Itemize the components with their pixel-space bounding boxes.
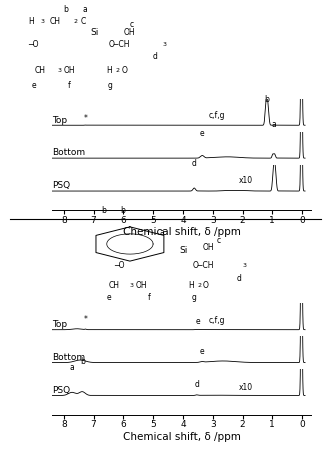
Text: OH: OH bbox=[135, 281, 147, 290]
Text: CH: CH bbox=[50, 16, 61, 25]
Text: 2: 2 bbox=[116, 68, 120, 73]
Text: x10: x10 bbox=[238, 383, 252, 392]
Text: *: * bbox=[84, 315, 88, 324]
Text: ─O: ─O bbox=[29, 40, 39, 49]
Text: Bottom: Bottom bbox=[52, 149, 86, 157]
Text: a: a bbox=[70, 362, 75, 372]
Text: b: b bbox=[101, 206, 106, 215]
Text: a: a bbox=[160, 228, 164, 237]
Text: ─O: ─O bbox=[114, 261, 124, 270]
Text: d: d bbox=[192, 159, 197, 168]
Text: d: d bbox=[236, 274, 241, 282]
Text: 2: 2 bbox=[73, 18, 77, 24]
Text: H: H bbox=[106, 66, 112, 75]
Text: PSQ: PSQ bbox=[52, 181, 71, 190]
Text: c: c bbox=[130, 20, 133, 29]
Text: b: b bbox=[81, 357, 86, 366]
Text: d: d bbox=[152, 52, 157, 61]
Text: a: a bbox=[272, 120, 276, 129]
Text: b: b bbox=[264, 94, 269, 104]
Text: 3: 3 bbox=[58, 68, 62, 73]
Text: OH: OH bbox=[203, 243, 214, 252]
Text: b: b bbox=[63, 5, 68, 14]
Text: PSQ: PSQ bbox=[52, 386, 71, 395]
Text: CH: CH bbox=[109, 281, 120, 290]
Text: c: c bbox=[217, 236, 221, 245]
Text: c,f,g: c,f,g bbox=[209, 111, 226, 120]
Text: g: g bbox=[108, 81, 113, 90]
Text: OH: OH bbox=[64, 66, 75, 75]
Text: Top: Top bbox=[52, 116, 68, 125]
Text: O: O bbox=[203, 281, 209, 290]
Text: 3: 3 bbox=[130, 283, 134, 288]
Text: 2: 2 bbox=[198, 283, 202, 288]
Text: x10: x10 bbox=[238, 176, 252, 185]
Text: Si: Si bbox=[179, 246, 188, 255]
Text: 3: 3 bbox=[242, 263, 246, 268]
Text: d: d bbox=[195, 380, 200, 389]
Text: O─CH: O─CH bbox=[108, 40, 130, 49]
Text: 3: 3 bbox=[40, 18, 44, 24]
Text: Top: Top bbox=[52, 320, 68, 329]
Text: C: C bbox=[81, 16, 86, 25]
Text: H: H bbox=[29, 16, 34, 25]
Text: Si: Si bbox=[90, 28, 99, 37]
X-axis label: Chemical shift, δ /ppm: Chemical shift, δ /ppm bbox=[122, 432, 240, 442]
Text: e: e bbox=[200, 129, 205, 138]
Text: e: e bbox=[32, 81, 37, 90]
Text: c,f,g: c,f,g bbox=[209, 316, 226, 325]
X-axis label: Chemical shift, δ /ppm: Chemical shift, δ /ppm bbox=[122, 227, 240, 237]
Text: O─CH: O─CH bbox=[192, 261, 214, 270]
Text: a: a bbox=[83, 5, 87, 14]
Text: Bottom: Bottom bbox=[52, 353, 86, 362]
Text: e: e bbox=[106, 293, 111, 302]
Text: 3: 3 bbox=[163, 42, 167, 47]
Text: O: O bbox=[122, 66, 128, 75]
Text: f: f bbox=[148, 293, 151, 302]
Text: e: e bbox=[200, 347, 205, 356]
Text: OH: OH bbox=[124, 28, 135, 37]
Text: e: e bbox=[195, 317, 200, 326]
Text: g: g bbox=[191, 293, 197, 302]
Text: H: H bbox=[189, 281, 194, 290]
Text: f: f bbox=[68, 81, 71, 90]
Text: *: * bbox=[84, 114, 88, 123]
Text: b: b bbox=[120, 206, 125, 215]
Text: CH: CH bbox=[34, 66, 45, 75]
